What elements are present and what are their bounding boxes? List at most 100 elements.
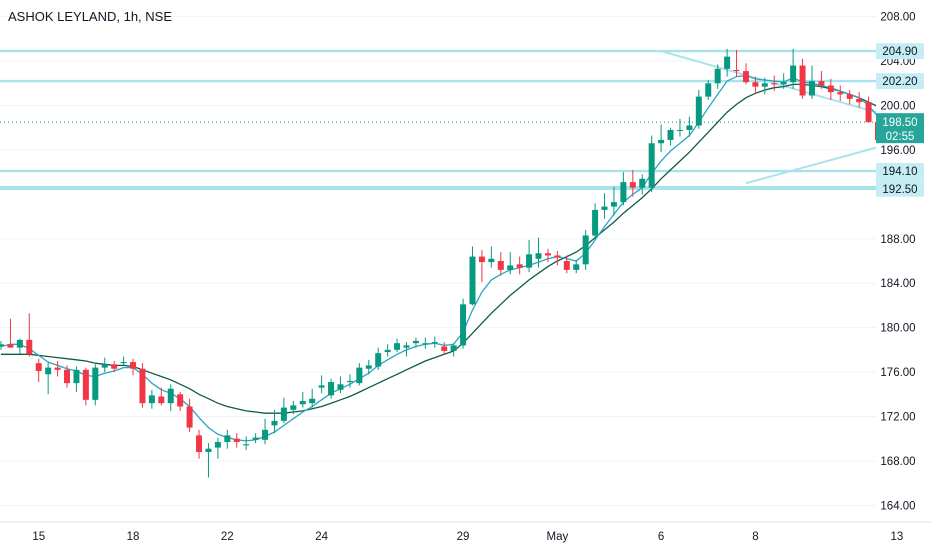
candle-body (384, 349, 391, 353)
candle-body (469, 256, 476, 305)
candle-body (290, 405, 297, 410)
candle-body (158, 396, 165, 404)
candle-body (35, 363, 42, 371)
candle-body (271, 420, 278, 426)
candle-body (742, 71, 749, 83)
candle-body (724, 56, 731, 69)
candle-body (82, 369, 89, 400)
trendline (660, 50, 877, 114)
level-price-tag (876, 73, 924, 90)
candle-body (196, 435, 203, 453)
candle-body (639, 178, 646, 188)
candle-body (460, 304, 467, 346)
x-tick-label: 13 (890, 531, 903, 543)
candle-body (601, 206, 608, 210)
candle-body (412, 340, 419, 344)
candle-body (450, 345, 457, 351)
candle-body (780, 82, 787, 85)
y-tick-label: 184.00 (880, 278, 915, 290)
candle-body (733, 69, 740, 72)
y-tick-label: 168.00 (880, 456, 915, 468)
candle-body (101, 364, 108, 368)
candle-body (318, 385, 325, 388)
candle-body (808, 81, 815, 96)
candle-body (120, 362, 127, 364)
candle-body (441, 346, 448, 351)
level-price-tag (876, 163, 924, 180)
candle-body (610, 202, 617, 207)
level-price-label: 202.20 (882, 76, 917, 88)
candle-body (337, 384, 344, 390)
candle-body (629, 182, 636, 188)
candle-body (224, 435, 231, 443)
x-tick-label: 29 (457, 531, 470, 543)
candle-body (205, 448, 212, 453)
candle-body (375, 353, 382, 367)
y-tick-label: 188.00 (880, 234, 915, 246)
x-tick-label: 24 (315, 531, 328, 543)
level-price-label: 194.10 (882, 166, 917, 178)
candle-body (431, 342, 438, 344)
trendlines (660, 50, 877, 185)
candle-body (16, 339, 23, 348)
candle-body (422, 343, 429, 345)
candle-body (488, 258, 495, 263)
candle-body (554, 255, 561, 258)
y-tick-label: 180.00 (880, 323, 915, 335)
candle-body (761, 83, 768, 87)
symbol-title: ASHOK LEYLAND, 1h, NSE (8, 9, 173, 24)
y-tick-label: 172.00 (880, 411, 915, 423)
candle-body (356, 367, 363, 384)
candle-body (243, 444, 250, 446)
candle-body (167, 388, 174, 404)
candle-body (214, 442, 221, 448)
candle-body (705, 83, 712, 97)
candle-body (54, 367, 61, 370)
x-tick-label: May (547, 531, 569, 543)
candle-body (148, 395, 155, 404)
candle-body (544, 253, 551, 256)
candle-body (365, 365, 372, 369)
level-price-tag (876, 43, 924, 60)
y-tick-label: 196.00 (880, 145, 915, 157)
candle-body (309, 398, 316, 404)
candle-body (714, 68, 721, 84)
candle-body (686, 125, 693, 130)
price-axis-bg (876, 0, 932, 550)
candle-body (837, 92, 844, 95)
x-tick-label: 8 (752, 531, 758, 543)
x-tick-label: 6 (658, 531, 664, 543)
candle-body (573, 264, 580, 270)
candle-body (92, 367, 99, 400)
candle-body (478, 256, 485, 263)
candle-body (676, 129, 683, 131)
level-price-tag (876, 180, 924, 197)
price-axis: 208.00204.00200.00196.00188.00184.00180.… (876, 0, 932, 550)
x-tick-label: 22 (221, 531, 234, 543)
candle-body (507, 265, 514, 270)
candle-body (45, 367, 52, 375)
candle-body (827, 85, 834, 93)
candle-body (582, 235, 589, 265)
y-tick-label: 208.00 (880, 12, 915, 24)
y-tick-label: 176.00 (880, 367, 915, 379)
last-price-value: 198.50 (882, 117, 917, 129)
x-tick-label: 18 (127, 531, 140, 543)
moving-averages (0, 74, 917, 442)
candle-body (403, 345, 410, 348)
candle-body (111, 364, 118, 369)
candle-body (73, 369, 80, 384)
candle-body (771, 83, 778, 85)
candle-body (667, 129, 674, 140)
candle-body (818, 81, 825, 86)
candle-body (177, 394, 184, 407)
candle-body (26, 339, 33, 355)
candle-body (262, 429, 269, 440)
level-price-label: 192.50 (882, 184, 917, 196)
candle-body (856, 98, 863, 103)
candle-body (328, 382, 335, 396)
y-tick-label: 200.00 (880, 101, 915, 113)
candle-body (64, 369, 71, 384)
